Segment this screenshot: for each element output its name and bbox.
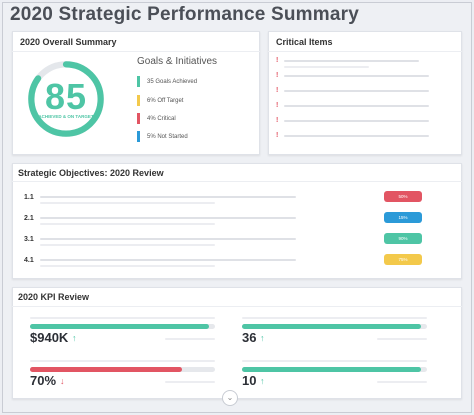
card-divider [12,181,462,182]
critical-item-mark: ! [276,72,279,79]
score-ring [28,61,104,137]
chevron-down-icon[interactable]: ⌄ [222,390,238,406]
objective-subline [40,244,215,246]
objective-status-badge: 15% [384,212,422,223]
objective-status-badge: 90% [384,233,422,244]
objective-line [40,259,296,261]
overall-score-caption: ACHIEVED & ON TARGET [38,114,94,119]
legend-label: 6% Off Target [147,97,184,104]
score-ring-arc [28,61,104,137]
legend-swatch [137,131,140,142]
kpi-progress-track [242,367,427,372]
objective-status-badge: 75% [384,254,422,265]
kpi-top-line [242,360,427,362]
kpi-value: $940K [30,330,69,345]
overall-summary-title: 2020 Overall Summary [20,37,117,47]
kpi-side-line [377,381,427,383]
kpi-top-line [30,317,215,319]
kpi-trend-icon: ↑ [260,333,265,343]
critical-item-mark: ! [276,117,279,124]
critical-item-line [284,120,429,122]
kpi-trend-icon: ↓ [60,376,65,386]
legend-label: 35 Goals Achieved [147,78,198,85]
legend-item-achieved: 35 Goals Achieved [137,76,197,87]
critical-item-line [284,60,419,62]
objective-number: 2.1 [24,215,34,222]
critical-item-mark: ! [276,87,279,94]
critical-item-line [284,135,429,137]
kpi-progress-fill [242,367,422,372]
legend-swatch [137,76,140,87]
legend-swatch [137,95,140,106]
kpi-progress-track [242,324,427,329]
critical-item-mark: ! [276,132,279,139]
kpi-progress-fill [30,324,210,329]
objective-number: 1.1 [24,194,34,201]
objectives-title: Strategic Objectives: 2020 Review [18,168,164,178]
kpi-progress-track [30,324,215,329]
legend-label: 4% Critical [147,115,176,122]
objective-line [40,196,296,198]
card-divider [12,306,462,307]
legend-item-not-started: 5% Not Started [137,131,188,142]
objective-subline [40,265,215,267]
critical-items-title: Critical Items [276,37,333,47]
objective-number: 4.1 [24,257,34,264]
objective-subline [40,223,215,225]
objective-number: 3.1 [24,236,34,243]
critical-item-mark: ! [276,102,279,109]
critical-item-line [284,90,429,92]
kpi-title: 2020 KPI Review [18,292,90,302]
legend-label: 5% Not Started [147,133,188,140]
kpi-progress-track [30,367,215,372]
legend-swatch [137,113,140,124]
overall-score-suffix: % [94,80,99,86]
card-divider [268,51,462,52]
kpi-value: 10 [242,373,257,388]
objective-subline [40,202,215,204]
objective-status-badge: 50% [384,191,422,202]
legend-item-critical: 4% Critical [137,113,176,124]
kpi-side-line [377,338,427,340]
critical-item-line [284,105,429,107]
objective-line [40,217,296,219]
kpi-top-line [242,317,427,319]
kpi-value: 36 [242,330,257,345]
kpi-side-line [165,338,215,340]
kpi-value: 70% [30,373,57,388]
kpi-progress-fill [30,367,182,372]
kpi-progress-fill [242,324,422,329]
overall-score: 85 [44,76,88,117]
critical-item-mark: ! [276,57,279,64]
page-title: 2020 Strategic Performance Summary [10,4,359,25]
kpi-trend-icon: ↑ [260,376,265,386]
critical-item-subline [284,66,369,68]
kpi-top-line [30,360,215,362]
legend-item-off-target: 6% Off Target [137,95,183,106]
objective-line [40,238,296,240]
goals-title: Goals & Initiatives [137,56,218,67]
kpi-side-line [165,381,215,383]
kpi-trend-icon: ↑ [72,333,77,343]
critical-item-line [284,75,429,77]
kpi-card [12,287,462,399]
card-divider [12,51,260,52]
